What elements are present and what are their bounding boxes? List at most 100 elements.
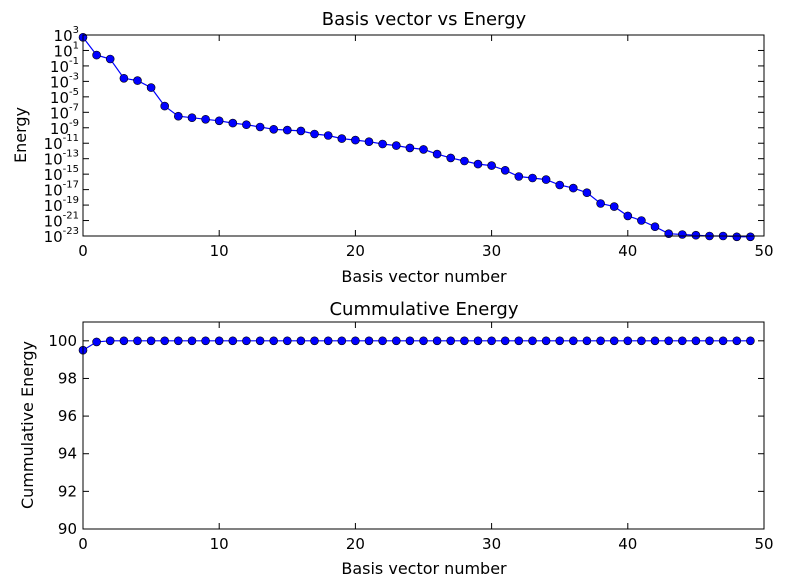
cumulative-x-tick-label: 50	[754, 535, 773, 553]
cumulative-plot-frame	[82, 321, 765, 530]
energy-y-tick-label: 10-9	[50, 118, 79, 138]
cumulative-point-6	[160, 336, 169, 346]
energy-point-14	[269, 125, 279, 134]
cumulative-x-tick-label: 20	[346, 535, 365, 553]
cumulative-point-37	[582, 336, 592, 346]
cumulative-y-tick-label: 92	[58, 482, 77, 500]
cumulative-point-2	[105, 336, 115, 346]
cumulative-point-42	[650, 336, 660, 346]
energy-point-8	[187, 113, 197, 122]
energy-point-30	[487, 161, 496, 170]
cumulative-point-10	[214, 336, 224, 346]
energy-plot-frame	[82, 34, 765, 237]
energy-line	[82, 36, 751, 238]
cumulative-x-axis-label: Basis vector number	[341, 559, 507, 578]
cumulative-point-23	[391, 336, 401, 346]
cumulative-point-9	[201, 336, 210, 346]
cumulative-point-41	[637, 336, 646, 346]
cumulative-x-ticks: 0 10 20 30 40 50	[78, 322, 774, 553]
cumulative-point-49	[746, 336, 755, 346]
cumulative-point-46	[705, 336, 714, 346]
energy-x-axis-label: Basis vector number	[341, 267, 507, 286]
cumulative-point-27	[446, 336, 456, 346]
energy-point-49	[746, 232, 755, 242]
energy-point-25	[419, 145, 428, 154]
cumulative-y-tick-label: 98	[58, 369, 77, 387]
energy-point-33	[528, 173, 537, 183]
energy-chart-title: Basis vector vs Energy	[322, 9, 527, 30]
cumulative-point-17	[310, 336, 319, 346]
cumulative-point-43	[664, 336, 674, 346]
energy-point-48	[732, 232, 742, 242]
cumulative-point-12	[242, 336, 251, 346]
energy-point-5	[146, 83, 156, 92]
energy-point-2	[105, 54, 115, 64]
energy-point-32	[514, 172, 524, 181]
cumulative-point-13	[255, 336, 265, 346]
cumulative-point-22	[378, 336, 387, 346]
energy-chart: Basis vector vs Energy 0 10 20 30 40 50 10310…	[11, 9, 774, 286]
cumulative-point-44	[677, 336, 687, 346]
cumulative-point-19	[337, 336, 347, 346]
energy-y-tick-label: 10-3	[50, 71, 79, 91]
cumulative-x-tick-label: 30	[482, 535, 501, 553]
cumulative-x-tick-label: 40	[618, 535, 637, 553]
cumulative-point-18	[323, 336, 333, 346]
cumulative-point-4	[133, 336, 142, 346]
energy-y-tick-label: 101	[54, 40, 79, 60]
cumulative-y-axis-label: Cummulative Energy	[18, 341, 37, 509]
cumulative-point-32	[514, 336, 524, 346]
cumulative-y-tick-label: 96	[58, 407, 77, 425]
energy-point-15	[282, 125, 292, 135]
cumulative-point-45	[691, 336, 701, 346]
energy-point-3	[119, 74, 129, 83]
cumulative-y-ticks: 90 92 94 96 98 100	[48, 332, 764, 538]
energy-point-37	[582, 188, 592, 197]
energy-point-12	[242, 120, 251, 129]
cumulative-point-47	[718, 336, 728, 346]
cumulative-point-8	[187, 336, 197, 346]
energy-point-35	[555, 180, 565, 190]
energy-y-tick-label: 10-21	[44, 211, 79, 231]
energy-point-34	[541, 175, 551, 184]
energy-y-ticks: 10310110-110-310-510-710-910-1110-1310-1…	[44, 25, 764, 246]
energy-y-tick-label: 10-23	[44, 226, 79, 246]
energy-point-27	[446, 153, 456, 163]
cumulative-point-48	[732, 336, 742, 346]
energy-point-13	[255, 122, 265, 132]
energy-point-20	[351, 135, 360, 145]
energy-point-11	[228, 118, 238, 128]
cumulative-x-tick-label: 10	[210, 535, 229, 553]
energy-point-29	[473, 159, 483, 169]
energy-point-22	[378, 139, 387, 149]
energy-point-38	[596, 199, 605, 208]
cumulative-point-26	[432, 336, 442, 346]
energy-point-19	[337, 134, 347, 143]
cumulative-point-20	[351, 336, 360, 346]
cumulative-point-25	[419, 336, 428, 346]
energy-point-44	[677, 230, 687, 239]
energy-y-tick-label: 10-11	[44, 133, 79, 153]
cumulative-point-38	[596, 336, 605, 346]
energy-point-31	[500, 166, 510, 175]
energy-point-6	[160, 101, 169, 111]
energy-x-tick-label: 10	[210, 242, 229, 260]
cumulative-point-31	[500, 336, 510, 346]
cumulative-point-24	[405, 336, 415, 346]
energy-point-21	[364, 137, 374, 146]
energy-y-tick-label: 10-19	[44, 195, 79, 215]
cumulative-energy-chart: Cummulative Energy 0 10 20 30 40 50 909294969…	[18, 299, 774, 578]
energy-x-tick-label: 30	[482, 242, 501, 260]
cumulative-point-1	[92, 337, 101, 347]
cumulative-point-29	[473, 336, 483, 346]
cumulative-point-39	[609, 336, 619, 346]
cumulative-x-tick-label: 0	[78, 535, 88, 553]
energy-point-26	[432, 149, 442, 159]
cumulative-point-15	[282, 336, 292, 346]
energy-point-16	[296, 126, 306, 136]
energy-point-7	[174, 111, 183, 121]
energy-point-23	[391, 141, 401, 150]
cumulative-point-3	[119, 336, 129, 346]
energy-point-10	[214, 116, 224, 126]
